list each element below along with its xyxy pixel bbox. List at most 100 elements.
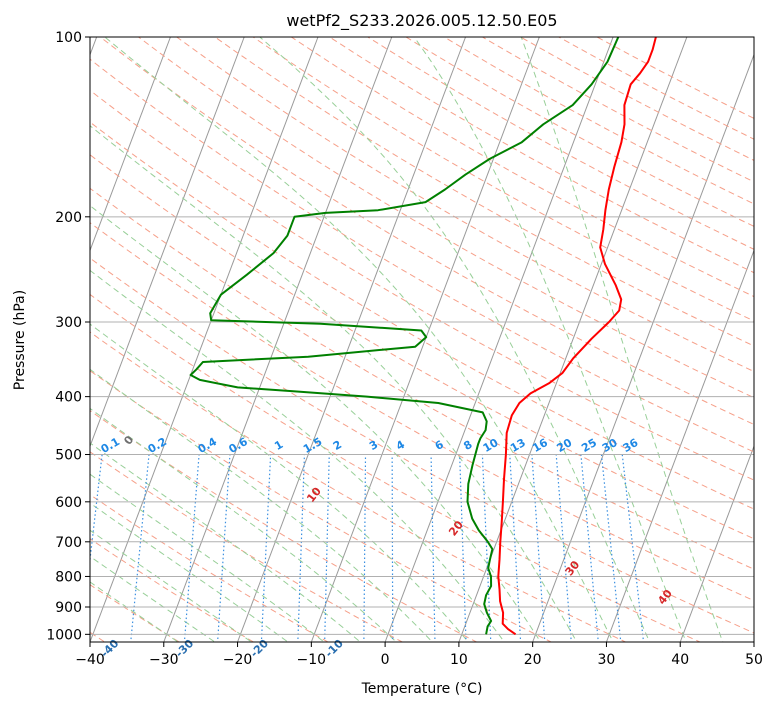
moist-adiabat-line [90,407,398,642]
mixing-ratio-line [580,454,599,642]
dry-adiabat-line [90,187,754,570]
mixing-ratio-line [363,454,367,642]
moist-adiabat-line [259,37,651,642]
mixing-ratio-line [509,454,522,642]
y-tick-label: 300 [55,315,82,331]
isotherm-line [90,37,319,642]
moist-adiabat-line [90,442,362,642]
mixing-ratio-label: 4 [394,438,407,453]
mixing-ratio-label: 0.6 [227,435,251,456]
dry-adiabat-line [176,37,754,373]
mixing-ratio-label: 16 [530,436,550,455]
dry-adiabat-label: -10 [323,637,346,660]
mixing-ratio-line [130,454,150,642]
dry-adiabat-line [90,494,329,642]
y-tick-label: 900 [55,600,82,616]
x-axis-label: Temperature (°C) [361,681,483,697]
moist-adiabat-line [413,37,687,642]
y-axis-label: Pressure (hPa) [12,290,28,390]
dry-adiabat-line [90,293,702,642]
profile-series [189,37,657,636]
dry-adiabat-line [405,37,754,227]
y-tick-label: 200 [55,210,82,226]
mixing-ratio-label: 20 [555,436,575,455]
dry-adiabat-line [99,37,754,426]
dry-adiabat-line [138,37,754,399]
x-tick-label: −20 [223,652,253,668]
moist-adiabat-line [90,323,470,642]
moist-adiabat-label: 20 [446,518,466,538]
dry-adiabat-line [90,121,754,510]
mixing-ratio-line [183,454,200,642]
plot-frame [89,36,755,643]
x-tick-label: −10 [297,652,327,668]
y-axis: 1000 900 800 700 600 500 400 300 200 100 [46,30,90,643]
dry-adiabat-line [90,410,478,642]
y-tick-label: 600 [55,495,82,511]
background-lines [90,37,754,642]
mixing-ratio-line [297,454,306,642]
mixing-ratio-label: 8 [461,438,474,453]
mixing-ratio-line [260,454,272,642]
mixing-ratio-line [481,454,492,642]
dry-adiabat-line [90,257,754,634]
dry-adiabat-line [90,370,553,642]
isotherm-line [679,444,754,642]
isotherm-line [458,37,688,642]
isotherm-line [310,37,540,642]
mixing-ratio-label: 36 [621,436,641,455]
mixing-ratio-line [600,454,622,642]
y-tick-label: 800 [55,569,82,585]
isotherm-line [384,37,614,642]
moist-adiabat-line [90,205,542,642]
dewpoint-profile [189,37,620,635]
isotherm-line [90,37,245,448]
mixing-ratio-label: 3 [367,438,380,453]
mixing-ratio-label: 0.4 [196,435,220,456]
isotherm-line [605,249,754,642]
y-tick-label: 1000 [46,627,82,643]
isotherm-line [90,37,171,252]
dry-adiabat-line [90,58,754,453]
x-tick-label: −40 [75,652,105,668]
y-tick-label: 700 [55,535,82,551]
moist-adiabat-line [90,502,289,642]
temperature-profile [497,37,657,636]
dry-adiabat-line [520,37,754,161]
mixing-ratio-line [459,454,467,642]
dry-adiabat-line [443,37,754,205]
mixing-ratio-label: 25 [579,436,599,455]
mixing-ratio-label: 2 [331,438,344,453]
moist-adiabat-line [90,529,253,642]
moist-adiabat-line [90,473,326,642]
moist-adiabat-line [90,555,216,642]
mixing-ratio-line [90,454,103,565]
mixing-ratio-line [430,454,436,642]
dry-adiabat-line [90,538,255,642]
x-tick-label: 40 [671,652,689,668]
mixing-ratio-line [555,454,572,642]
moist-adiabat-line [90,269,506,642]
x-axis: −40 −30 −20 −10 0 10 20 30 40 50 [75,642,763,668]
dry-adiabat-line [558,37,754,140]
mixing-ratio-line [217,454,231,642]
moist-adiabat-label: 40 [655,587,675,607]
chart-title: wetPf2_S233.2026.005.12.50.E05 [286,11,557,31]
mixing-ratio-label: 0.2 [146,435,169,456]
x-tick-label: −30 [149,652,179,668]
dry-adiabat-line [90,584,181,642]
dry-adiabat-line [252,37,754,322]
moist-adiabat-label: 0 [121,433,136,447]
dry-adiabat-line [482,37,754,183]
mixing-ratio-label: 13 [508,436,528,455]
y-tick-label: 400 [55,390,82,406]
isotherm-line [163,37,393,642]
isotherm-line [753,640,754,642]
x-tick-label: 30 [598,652,616,668]
x-tick-label: 20 [524,652,542,668]
y-tick-label: 500 [55,448,82,464]
mixing-ratio-label: 1.5 [301,435,324,456]
dry-adiabat-line [90,451,404,642]
mixing-ratio-line [391,454,394,642]
